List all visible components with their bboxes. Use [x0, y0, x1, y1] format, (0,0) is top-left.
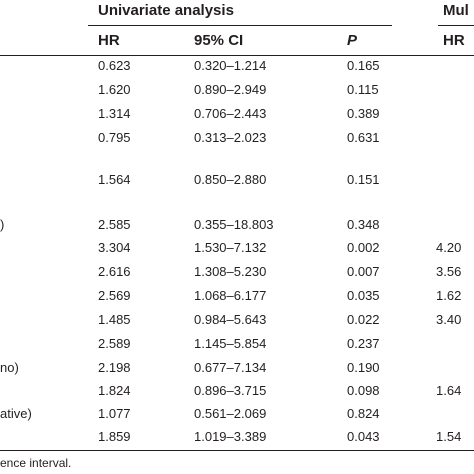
- cell-p: 0.190: [347, 360, 380, 375]
- table-row: 1.485 0.984–5.643 0.022 3.40: [0, 312, 474, 334]
- row-label: ative): [0, 406, 32, 421]
- cell-p: 0.165: [347, 58, 380, 73]
- cell-p: 0.115: [347, 82, 379, 97]
- cell-hr: 1.314: [98, 106, 131, 121]
- table-row: 0.795 0.313–2.023 0.631: [0, 130, 474, 152]
- cell-hr: 1.824: [98, 383, 131, 398]
- cell-ci: 0.320–1.214: [194, 58, 267, 73]
- cell-p: 0.389: [347, 106, 380, 121]
- bottom-rule: [0, 450, 474, 451]
- cell-hr: 0.795: [98, 130, 131, 145]
- multivariate-analysis-header: Mul: [443, 2, 469, 19]
- cell-ci: 1.145–5.854: [194, 336, 267, 351]
- univariate-analysis-header: Univariate analysis: [98, 2, 234, 19]
- multivariate-underline: [438, 25, 474, 26]
- table-footnote: ence interval.: [0, 456, 72, 470]
- table-row: 1.314 0.706–2.443 0.389: [0, 106, 474, 128]
- cell-multi-hr: 3.40: [436, 312, 462, 327]
- cell-p: 0.007: [347, 264, 380, 279]
- cell-ci: 0.706–2.443: [194, 106, 267, 121]
- cell-ci: 0.355–18.803: [194, 217, 274, 232]
- table-row: 3.304 1.530–7.132 0.002 4.20: [0, 240, 474, 262]
- cell-p: 0.002: [347, 240, 380, 255]
- cell-ci: 0.896–3.715: [194, 383, 267, 398]
- cell-hr: 1.485: [98, 312, 131, 327]
- table-row: 2.589 1.145–5.854 0.237: [0, 336, 474, 358]
- column-header-p: P: [347, 32, 358, 49]
- cell-p: 0.824: [347, 406, 380, 421]
- univariate-underline: [88, 25, 392, 26]
- row-label: no): [0, 360, 19, 375]
- table-row: 1.620 0.890–2.949 0.115: [0, 82, 474, 104]
- column-header-hr: HR: [98, 32, 120, 49]
- cell-multi-hr: 1.64: [436, 383, 462, 398]
- cell-p: 0.631: [347, 130, 380, 145]
- column-header-ci: 95% CI: [194, 32, 244, 49]
- table-row: ative) 1.077 0.561–2.069 0.824: [0, 406, 474, 428]
- table-row: 1.859 1.019–3.389 0.043 1.54: [0, 429, 474, 451]
- cell-p: 0.151: [347, 172, 380, 187]
- cell-hr: 1.859: [98, 429, 131, 444]
- cell-p: 0.098: [347, 383, 380, 398]
- cell-p: 0.043: [347, 429, 380, 444]
- cell-hr: 1.564: [98, 172, 131, 187]
- cell-ci: 0.984–5.643: [194, 312, 267, 327]
- row-label: ): [0, 217, 5, 232]
- cell-hr: 1.620: [98, 82, 131, 97]
- cell-hr: 2.585: [98, 217, 131, 232]
- table-row: 0.623 0.320–1.214 0.165: [0, 58, 474, 80]
- cell-hr: 2.569: [98, 288, 131, 303]
- cell-ci: 0.677–7.134: [194, 360, 267, 375]
- table-row: 1.564 0.850–2.880 0.151: [0, 172, 474, 194]
- cell-hr: 2.589: [98, 336, 131, 351]
- table-row: 2.569 1.068–6.177 0.035 1.62: [0, 288, 474, 310]
- cell-ci: 0.561–2.069: [194, 406, 267, 421]
- cell-ci: 1.019–3.389: [194, 429, 267, 444]
- cell-multi-hr: 1.54: [436, 429, 462, 444]
- cell-p: 0.035: [347, 288, 380, 303]
- table-row: ) 2.585 0.355–18.803 0.348: [0, 217, 474, 239]
- cell-hr: 3.304: [98, 240, 131, 255]
- table-row: 1.824 0.896–3.715 0.098 1.64: [0, 383, 474, 405]
- cell-p: 0.348: [347, 217, 380, 232]
- cell-hr: 0.623: [98, 58, 131, 73]
- cell-p: 0.022: [347, 312, 380, 327]
- cell-ci: 0.890–2.949: [194, 82, 267, 97]
- cell-ci: 1.530–7.132: [194, 240, 267, 255]
- table-row: no) 2.198 0.677–7.134 0.190: [0, 360, 474, 382]
- cell-ci: 1.308–5.230: [194, 264, 267, 279]
- cell-ci: 0.850–2.880: [194, 172, 267, 187]
- cell-hr: 2.616: [98, 264, 131, 279]
- cell-multi-hr: 3.56: [436, 264, 462, 279]
- cell-hr: 2.198: [98, 360, 131, 375]
- cell-multi-hr: 4.20: [436, 240, 462, 255]
- cell-multi-hr: 1.62: [436, 288, 462, 303]
- table-row: 2.616 1.308–5.230 0.007 3.56: [0, 264, 474, 286]
- column-header-multi-hr: HR: [443, 32, 465, 49]
- cell-ci: 0.313–2.023: [194, 130, 267, 145]
- cell-hr: 1.077: [98, 406, 131, 421]
- cell-ci: 1.068–6.177: [194, 288, 267, 303]
- header-rule: [0, 55, 474, 56]
- cell-p: 0.237: [347, 336, 380, 351]
